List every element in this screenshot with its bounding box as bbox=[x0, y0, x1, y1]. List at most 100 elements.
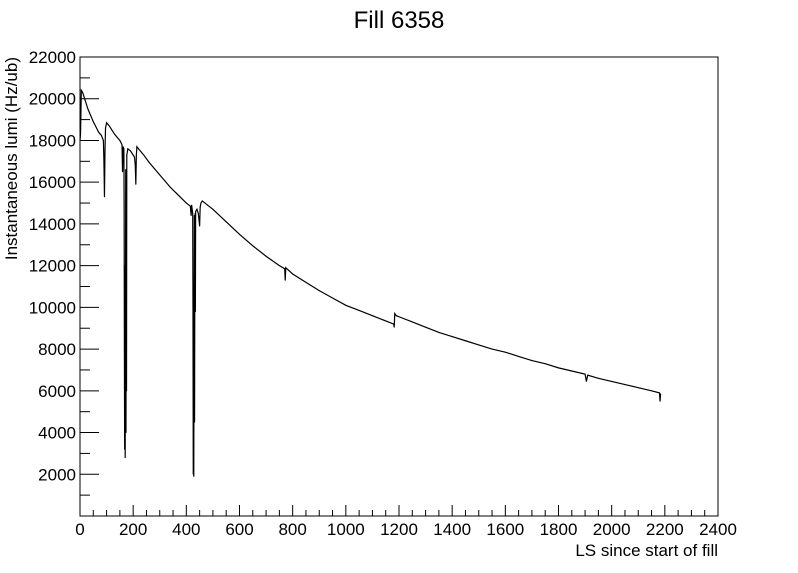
series-point bbox=[611, 380, 613, 382]
series-point bbox=[239, 233, 240, 235]
series-point bbox=[132, 154, 134, 156]
series-point bbox=[558, 367, 559, 369]
y-tick-label: 8000 bbox=[38, 340, 76, 359]
series-point bbox=[192, 473, 194, 475]
y-tick-label: 14000 bbox=[29, 215, 76, 234]
series-point bbox=[192, 306, 194, 308]
series-point bbox=[225, 221, 227, 223]
series-point bbox=[134, 156, 135, 158]
series-point bbox=[125, 432, 127, 434]
y-tick-label: 2000 bbox=[38, 465, 76, 484]
series-point bbox=[199, 225, 201, 227]
series-point bbox=[464, 340, 466, 342]
series-point bbox=[194, 311, 196, 313]
series-point bbox=[660, 393, 662, 395]
series-point bbox=[159, 174, 161, 176]
series-point bbox=[345, 304, 347, 306]
series-point bbox=[102, 139, 104, 141]
series-point bbox=[124, 327, 126, 329]
series-point bbox=[164, 180, 166, 182]
x-tick-label: 800 bbox=[278, 520, 306, 539]
series-point bbox=[201, 200, 203, 202]
series-point bbox=[80, 89, 82, 91]
chart-title: Fill 6358 bbox=[354, 7, 445, 34]
series-point bbox=[103, 160, 105, 162]
series-point bbox=[95, 126, 97, 128]
series-point bbox=[571, 370, 573, 372]
series-point bbox=[126, 390, 128, 392]
series-point bbox=[136, 146, 138, 148]
series-point bbox=[451, 336, 453, 338]
series-point bbox=[192, 212, 194, 214]
x-tick-label: 600 bbox=[225, 520, 253, 539]
series-point bbox=[425, 326, 427, 328]
series-point bbox=[124, 265, 126, 267]
series-point bbox=[126, 154, 128, 156]
y-tick-label: 16000 bbox=[29, 173, 76, 192]
series-point bbox=[111, 129, 113, 131]
series-point bbox=[180, 197, 182, 199]
series-point bbox=[200, 202, 202, 204]
series-point bbox=[659, 392, 661, 394]
series-point bbox=[143, 154, 145, 156]
series-point bbox=[80, 133, 82, 135]
series-point bbox=[394, 313, 396, 315]
series-point bbox=[123, 348, 125, 350]
x-tick-label: 0 bbox=[75, 520, 84, 539]
x-tick-label: 2200 bbox=[646, 520, 684, 539]
series-point bbox=[125, 181, 127, 183]
series-point bbox=[123, 148, 125, 150]
y-tick-label: 20000 bbox=[29, 90, 76, 109]
series-point bbox=[135, 154, 137, 156]
series-point bbox=[504, 351, 506, 353]
series-point bbox=[108, 125, 110, 127]
series-point bbox=[124, 448, 126, 450]
series-point bbox=[100, 134, 102, 136]
series-point bbox=[195, 210, 197, 212]
series-point bbox=[193, 475, 195, 477]
series-point bbox=[212, 208, 214, 210]
series-point bbox=[284, 268, 286, 270]
series-point bbox=[190, 215, 192, 217]
series-point bbox=[130, 150, 132, 152]
series-point bbox=[148, 161, 150, 163]
series-point bbox=[651, 390, 653, 392]
y-tick-label: 18000 bbox=[29, 131, 76, 150]
series-point bbox=[491, 348, 493, 350]
y-tick-label: 6000 bbox=[38, 382, 76, 401]
series-point bbox=[305, 281, 307, 283]
series-point bbox=[121, 144, 123, 146]
series-point bbox=[125, 169, 127, 171]
series-point bbox=[103, 196, 105, 198]
series-point bbox=[398, 316, 400, 318]
series-point bbox=[544, 363, 546, 365]
series-point bbox=[124, 457, 126, 459]
series-point bbox=[624, 384, 626, 386]
series-point bbox=[285, 267, 287, 269]
series-point bbox=[92, 121, 94, 123]
series-point bbox=[137, 148, 139, 150]
series-point bbox=[79, 139, 81, 141]
series-point bbox=[87, 108, 89, 110]
series-point bbox=[204, 202, 206, 204]
series-point bbox=[478, 344, 480, 346]
series-point bbox=[194, 265, 196, 267]
x-tick-label: 1600 bbox=[486, 520, 524, 539]
series-point bbox=[122, 146, 124, 148]
series-point bbox=[191, 204, 193, 206]
series-point bbox=[193, 327, 195, 329]
series-point bbox=[169, 186, 171, 188]
series-point bbox=[371, 315, 373, 317]
series-point bbox=[153, 168, 155, 170]
series-point bbox=[584, 373, 586, 375]
x-tick-label: 1200 bbox=[380, 520, 418, 539]
series-point bbox=[385, 320, 387, 322]
series-point bbox=[106, 122, 108, 124]
series-point bbox=[135, 183, 137, 185]
series-point bbox=[123, 202, 125, 204]
series-point bbox=[119, 139, 121, 141]
x-tick-label: 200 bbox=[119, 520, 147, 539]
series-point bbox=[438, 331, 440, 333]
series-point bbox=[252, 245, 254, 247]
y-tick-label: 12000 bbox=[29, 257, 76, 276]
